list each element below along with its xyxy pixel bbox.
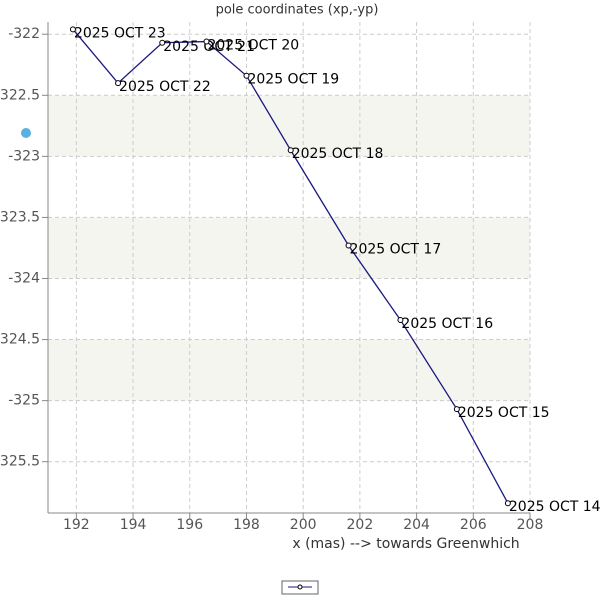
x-tick-label: 196	[176, 517, 203, 533]
legend-marker	[297, 584, 303, 590]
x-tick-label: 200	[290, 517, 317, 533]
point	[243, 72, 250, 79]
point	[397, 317, 404, 324]
band	[48, 217, 530, 279]
chart-title: pole coordinates (xp,-yp)	[216, 3, 379, 18]
legend	[281, 580, 319, 595]
point	[345, 242, 352, 249]
x-tick-label: 192	[63, 517, 90, 533]
point	[159, 39, 166, 46]
point-label: 2025 OCT 21	[163, 39, 255, 55]
point-label: 2025 OCT 19	[247, 72, 339, 88]
point	[69, 26, 76, 33]
point-label: 2025 OCT 20	[207, 38, 299, 54]
point	[203, 38, 210, 45]
x-tick-label: 198	[233, 517, 260, 533]
point	[287, 147, 294, 154]
x-axis-label: x (mas) --> towards Greenwhich	[292, 536, 519, 552]
point-label: 2025 OCT 14	[509, 499, 600, 515]
x-tick-label: 202	[347, 517, 374, 533]
marker-icon	[21, 128, 31, 138]
y-tick-label: -322.5	[0, 87, 40, 103]
y-tick-label: -324.5	[0, 332, 40, 348]
point-label: 2025 OCT 17	[350, 242, 442, 258]
point	[504, 500, 511, 507]
y-tick-label: -324	[8, 270, 40, 286]
y-tick-label: -325	[8, 393, 40, 409]
x-tick-label: 208	[517, 517, 544, 533]
point-label: 2025 OCT 23	[74, 25, 166, 41]
point-label: 2025 OCT 16	[401, 316, 493, 332]
point-label: 2025 OCT 18	[292, 146, 384, 162]
y-tick-label: -325.5	[0, 454, 40, 470]
point	[453, 406, 460, 413]
x-tick-label: 194	[120, 517, 147, 533]
point-label: 2025 OCT 22	[119, 79, 211, 95]
series-line	[72, 28, 509, 504]
y-tick-label: -323.5	[0, 209, 40, 225]
point	[115, 80, 122, 87]
y-tick-label: -323	[8, 148, 40, 164]
x-tick-label: 204	[403, 517, 430, 533]
band	[48, 339, 530, 401]
x-tick-label: 206	[460, 517, 487, 533]
y-tick-label: -322	[8, 26, 40, 42]
point-label: 2025 OCT 15	[458, 405, 550, 421]
